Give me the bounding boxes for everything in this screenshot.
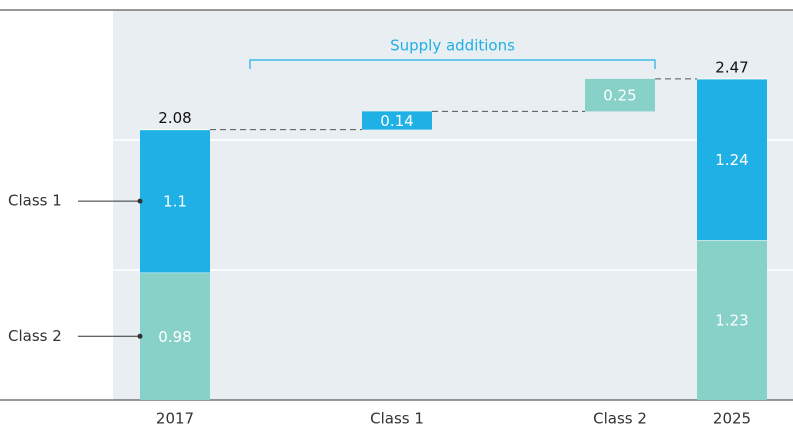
series-dot	[137, 333, 143, 339]
plot-background	[113, 10, 793, 400]
annotation: Supply additions	[390, 37, 515, 55]
x-tick-label: 2017	[156, 410, 194, 428]
value-label: 1.23	[715, 312, 748, 330]
value-label: 0.25	[603, 87, 636, 105]
x-tick-label: 2025	[713, 410, 751, 428]
total-label: 2.47	[715, 58, 748, 76]
bar-segment	[140, 129, 210, 273]
series-dot	[137, 198, 143, 204]
x-tick-label: Class 1	[370, 410, 424, 428]
bar-segment	[140, 272, 210, 400]
bar-segment	[585, 78, 655, 112]
series-label: Class 1	[8, 192, 62, 210]
bar-segment	[362, 111, 432, 130]
total-label: 2.08	[158, 109, 191, 127]
bar-segment	[697, 78, 767, 241]
value-label: 0.98	[158, 328, 191, 346]
value-label: 1.24	[715, 151, 748, 169]
series-label: Class 2	[8, 327, 62, 345]
value-label: 0.14	[380, 112, 413, 130]
x-tick-label: Class 2	[593, 410, 647, 428]
annotation-bracket	[249, 59, 656, 69]
value-label: 1.1	[163, 193, 187, 211]
bar-segment	[697, 240, 767, 400]
